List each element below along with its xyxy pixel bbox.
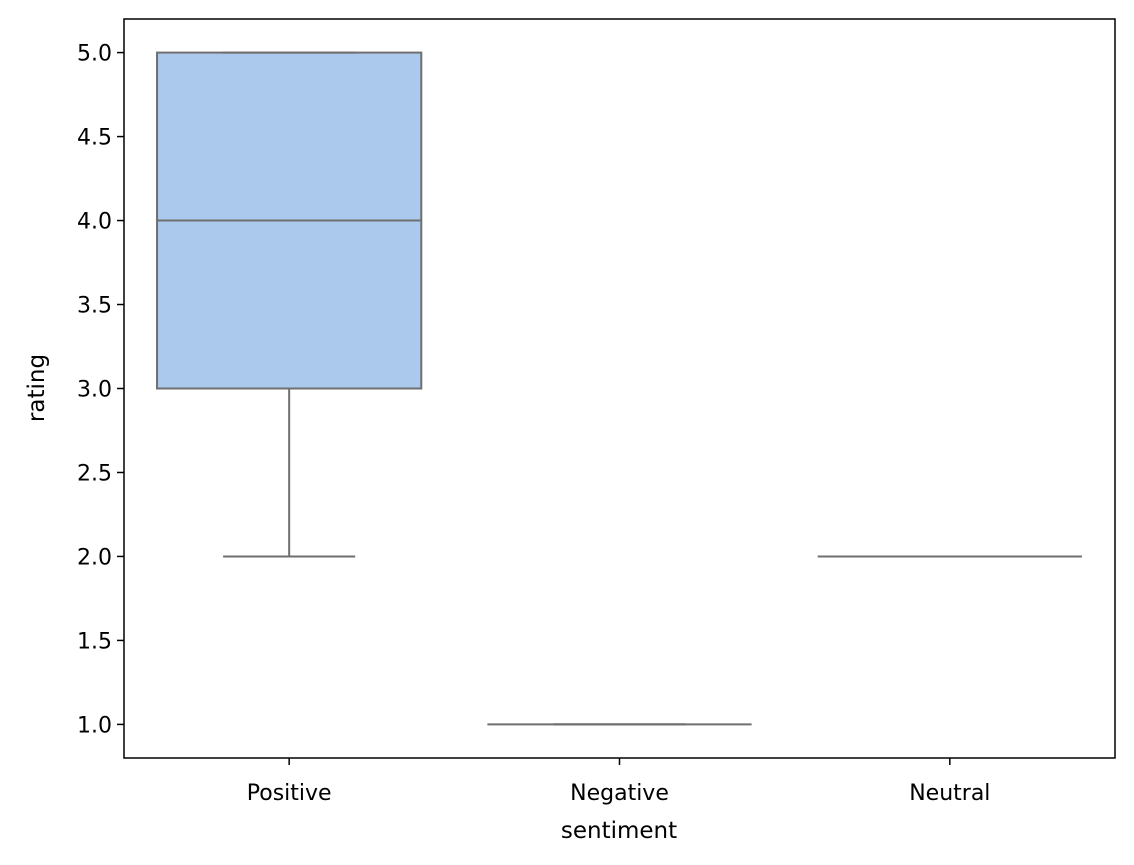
y-tick-label: 4.5 xyxy=(77,126,112,151)
y-tick-label: 3.5 xyxy=(77,294,112,319)
y-tick-label: 2.5 xyxy=(77,461,112,486)
plot-marks xyxy=(156,51,1082,726)
x-axis: Positive Negative Neutral xyxy=(247,758,990,806)
x-axis-label: sentiment xyxy=(561,818,677,844)
y-tick-label: 5.0 xyxy=(77,42,112,67)
x-tick-label: Neutral xyxy=(909,781,990,806)
y-tick-label: 3.0 xyxy=(77,378,112,403)
y-tick-label: 1.5 xyxy=(77,629,112,654)
box-positive xyxy=(156,51,423,558)
x-tick-label: Negative xyxy=(570,781,669,806)
x-tick-label: Positive xyxy=(247,781,332,806)
y-tick-label: 1.0 xyxy=(77,713,112,738)
y-tick-label: 4.0 xyxy=(77,210,112,235)
y-tick-label: 2.0 xyxy=(77,545,112,570)
y-axis: 1.0 1.5 2.0 2.5 3.0 3.5 4.0 4.5 5.0 xyxy=(77,42,124,738)
y-axis-label: rating xyxy=(24,354,50,422)
